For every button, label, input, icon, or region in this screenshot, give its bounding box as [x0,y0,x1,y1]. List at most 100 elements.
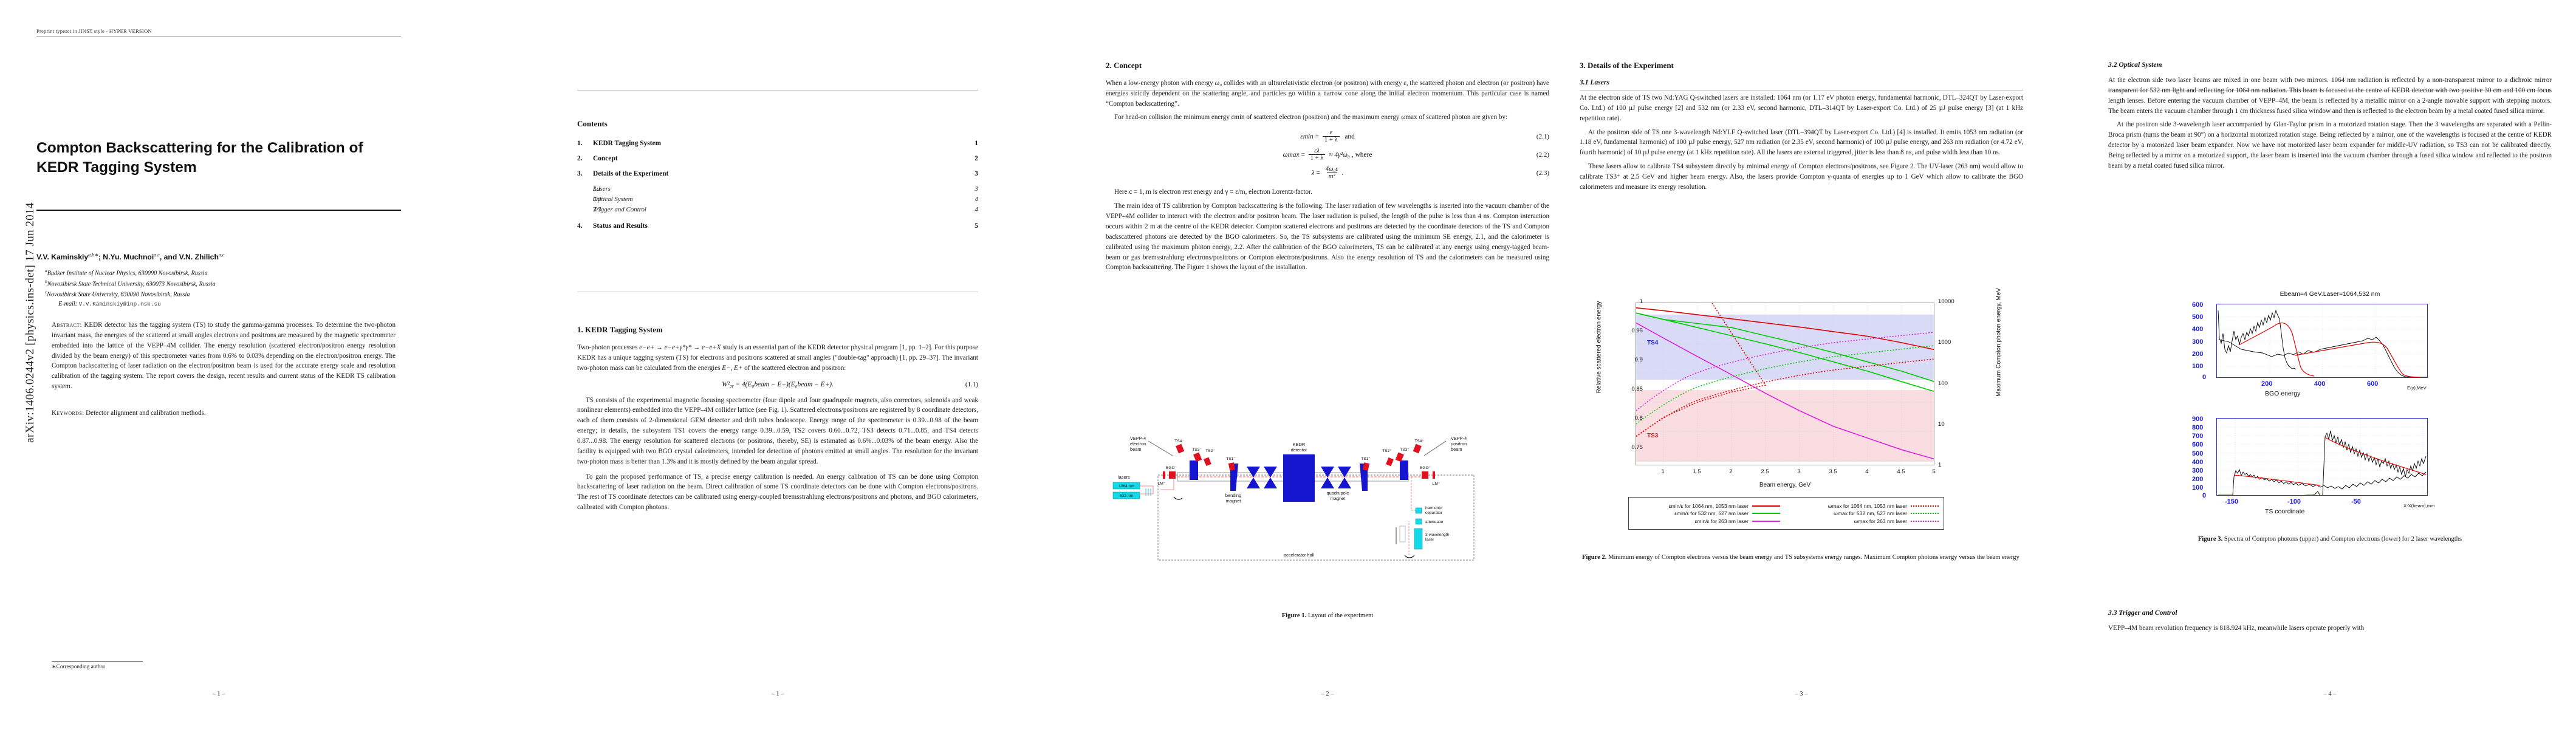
toc-item-3[interactable]: 3. Details of the Experiment 3 [577,170,978,177]
histogram-ts-b [2302,430,2427,495]
kedr-detector-label-2: detector [1291,447,1307,453]
legend-label: ωmax for 263 nm laser [1854,518,1907,524]
toc-item-3-1[interactable]: 3.1 Lasers 3 [577,185,978,193]
electron-beam-arrow [1148,440,1173,456]
ts-detectors-positron-side [1362,443,1422,471]
fig3u-ytick-300: 300 [2192,338,2204,346]
figure-2-xtick-25: 2.5 [1761,468,1769,475]
figure-3-upper-svg [2217,304,2427,377]
three-wavelength-laser-box [1414,528,1423,550]
toc-item-2[interactable]: 2. Concept 2 [577,155,978,162]
arxiv-stamp: arXiv:1406.0244v2 [physics.ins-det] 17 J… [24,202,36,443]
eq21-denominator: 1 + λ [1322,136,1340,143]
figure-2-caption: Figure 2. Minimum energy of Compton elec… [1580,553,2023,562]
fig3u-ytick-600: 600 [2192,301,2204,309]
figure-2-ytick-075: 0.75 [1631,444,1643,451]
ts1-minus-label: TS1⁻ [1226,457,1236,461]
toc-num: 3.2 [593,196,601,203]
equation-2-1: εmin = ε 1 + λ and (2.1) [1300,129,1549,144]
page-4-head-rule [1580,90,2023,91]
eq23-denominator: m² [1326,173,1337,180]
figure-3-lower-xunits: X-X(beam),mm [2403,503,2435,508]
affil-text-b: Novosibirsk State Technical University, … [47,281,216,288]
fit-line-right [2324,437,2427,475]
email-value[interactable]: V.V.Kaminskiy@inp.nsk.su [78,301,161,308]
figure-2-ytick-1: 1 [1639,298,1643,305]
vepp4-electron-beam-l2: electron [1130,441,1146,447]
ts-detectors-electron-side [1176,443,1236,471]
fig3u-xtick-400: 400 [2314,380,2326,388]
vepp4-positron-beam-l3: beam [1451,447,1462,452]
preprint-note: Preprint typeset in JINST style - HYPER … [36,28,401,36]
concept-paragraph-2: For head-on collision the minimum energy… [1114,113,1508,121]
lm-minus-label: LM⁻ [1158,482,1166,486]
toc-item-4[interactable]: 4. Status and Results 5 [577,222,978,230]
laser-532-label: 532 nm [1120,494,1134,498]
figure-3-lower-plot [2216,418,2428,496]
toc-page: 4 [975,196,978,203]
figure-2-ytick-095: 0.95 [1631,327,1643,334]
legend-label: ωmax for 1064 nm, 1053 nm laser [1828,502,1907,509]
fig3u-xtick-600: 600 [2367,380,2379,388]
toc-page: 3 [975,185,978,193]
toc-item-3-3[interactable]: 3.3 Trigger and Control 4 [577,206,978,213]
fig3u-ytick-0: 0 [2202,374,2207,381]
toc-gap [577,216,978,222]
lasers-label: lasers [1118,474,1130,480]
legend-label: εmin/ε for 263 nm laser [1694,518,1749,524]
quadrupole-magnet-label-2: magnet [1331,496,1346,501]
cp1-c: , the scattered photon and electron (or … [1106,80,1549,108]
vepp4-electron-beam-l3: beam [1130,447,1142,452]
legend-label: ωmax for 532 nm, 527 nm laser [1834,510,1907,516]
heading-kedr-tagging-system: 1. KEDR Tagging System [577,325,663,334]
figure-2-y2tick-1: 1 [1938,462,1942,468]
toc-page: 1 [975,140,978,147]
toc-label: Status and Results [593,222,648,230]
eq22-tag: (2.2) [1536,151,1549,159]
legend-entry-omega-263: ωmax for 263 nm laser [1792,518,1939,524]
figure-3-upper-xunits: E(γ),MeV [2407,385,2427,391]
corresponding-author-note: ∗Corresponding author [52,661,355,670]
legend-swatch-omega-1064 [1911,505,1939,507]
toc-page: 4 [975,206,978,213]
figure-2-ylabel: Relative scattered electron energy [1595,301,1603,394]
legend-row-2: εmin/ε for 532 nm, 527 nm laser ωmax for… [1634,510,1939,516]
concept-paragraph-4: The main idea of TS calibration by Compt… [1106,202,1549,272]
toc-item-3-2[interactable]: 3.2 Optical System 4 [577,196,978,203]
figure-2-caption-bold: Figure 2. [1582,554,1607,561]
toc-item-1[interactable]: 1. KEDR Tagging System 1 [577,140,978,147]
figure-3: Ebeam=4 GeV.Laser=1064,532 nm [2108,290,2552,544]
figure-2-xtick-30: 3 [1797,468,1801,475]
mirror-right [1404,555,1415,558]
equation-1-1: W²₂ᵧ = 4(E₀beam − E−)(E₀beam − E+). (1.1… [577,381,978,388]
title-line-1: Compton Backscattering for the Calibrati… [36,140,363,156]
fig3u-ytick-200: 200 [2192,351,2204,358]
figure-3-lower-xlabel: TS coordinate [2265,508,2305,515]
affil-mark-c: c [45,289,47,295]
attenuator-box [1415,518,1422,525]
attenuator-label: attenuator [1425,520,1444,524]
toc-page: 3 [975,170,978,177]
fig3l-xtick-m50: -50 [2351,498,2361,505]
keywords-text: Detector alignment and calibration metho… [86,409,206,417]
figure-2-y2tick-1000: 1000 [1938,339,1951,346]
fig3l-ytick-300: 300 [2192,467,2204,474]
eq22-tail: where [1355,151,1372,159]
harmonic-separator-l2: separator [1425,511,1443,515]
eq22-fraction: ελ 1 + λ [1308,148,1326,162]
abstract-label: Abstract: [52,321,82,329]
harmonic-separator-box [1415,507,1422,514]
heading-lasers: 3.1 Lasers [1580,78,1609,86]
folio-page-1: – 1 – [212,691,225,697]
eq21-lhs: εmin [1300,132,1314,140]
legend-entry-omega-1064: ωmax for 1064 nm, 1053 nm laser [1792,503,1939,509]
positron-beam-arrow [1423,440,1447,456]
fit-line-left [2233,474,2321,486]
fig3l-ytick-600: 600 [2192,441,2204,448]
series-eps-532 [1636,312,1934,382]
figure-2-xtick-35: 3.5 [1829,468,1837,475]
kedr-detector-label-1: KEDR [1293,442,1306,447]
figure-2-y2tick-100: 100 [1938,380,1948,387]
figure-1-caption: Figure 1. Layout of the experiment [1106,611,1549,620]
